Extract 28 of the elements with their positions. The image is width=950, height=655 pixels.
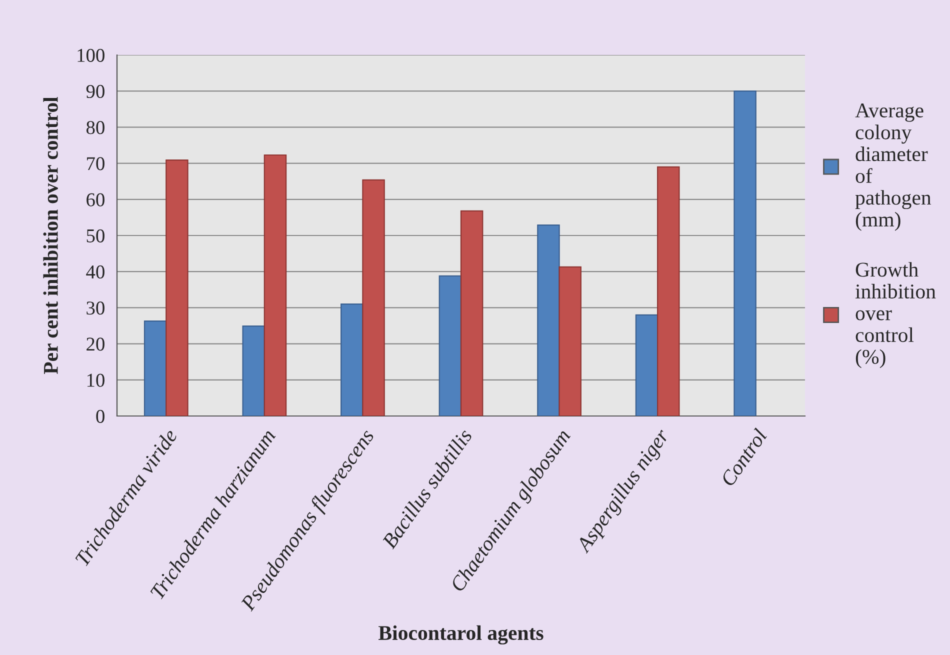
bar [558, 266, 582, 416]
y-tick-label: 70 [87, 157, 104, 170]
legend-label: Average colony diameter of pathogen (mm) [855, 104, 932, 231]
y-tick-label: 60 [86, 193, 104, 206]
legend-label: Growth inhibition over control (%) [855, 262, 936, 368]
y-tick-label: 40 [86, 265, 104, 279]
y-tick-label: 30 [86, 302, 104, 315]
bar [340, 304, 364, 416]
bar [166, 159, 188, 416]
y-tick-label: 10 [87, 374, 104, 387]
bar [144, 320, 167, 416]
y-tick-label: 90 [86, 84, 104, 98]
bar [734, 90, 756, 416]
bar [460, 210, 484, 416]
y-axis-title: Per cent inhibition over control [43, 96, 58, 374]
bar [362, 179, 385, 416]
bar [537, 224, 560, 416]
x-axis-title: Biocontarol agents [378, 625, 544, 644]
bar [635, 314, 658, 416]
bar [242, 326, 265, 416]
y-tick-label: 0 [96, 410, 104, 423]
y-tick-label: 100 [78, 48, 104, 62]
y-tick-label: 20 [86, 338, 104, 351]
y-tick-label: 50 [86, 229, 104, 242]
bar [264, 154, 287, 416]
y-tick-label: 80 [86, 121, 104, 134]
bar [438, 275, 462, 416]
bar [657, 166, 680, 416]
